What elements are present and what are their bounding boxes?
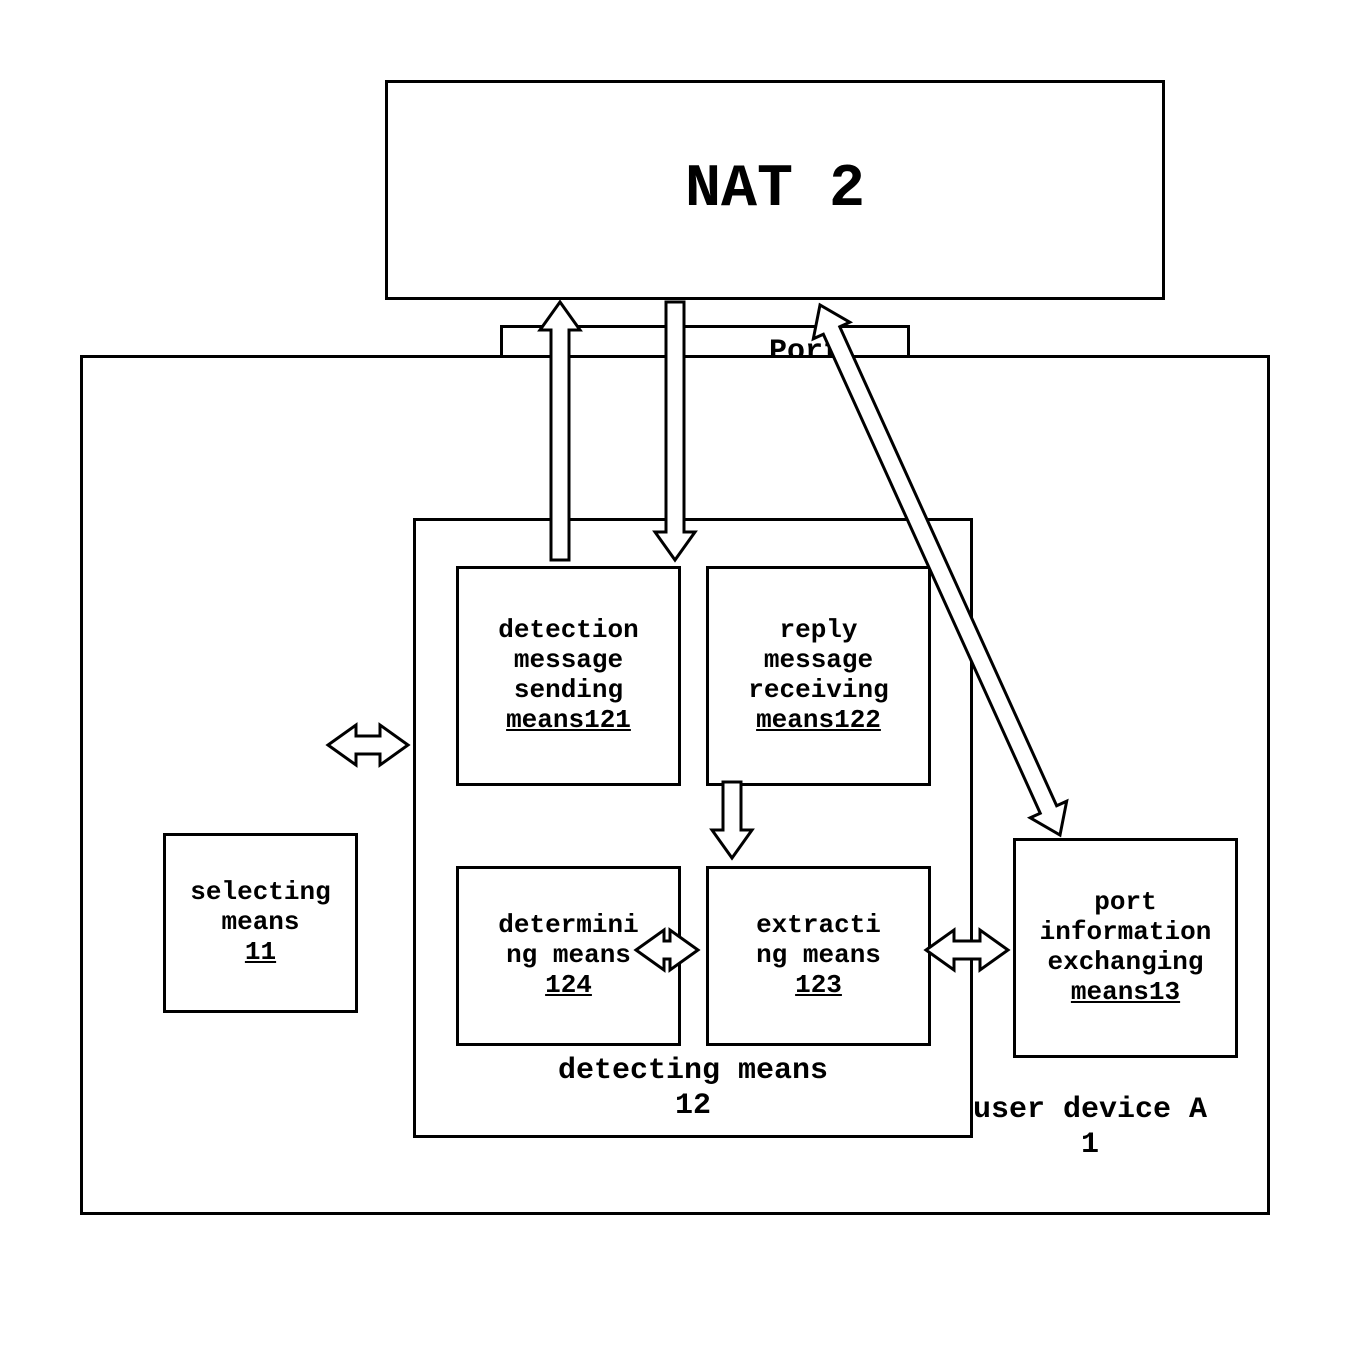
box124-l2: ng means [506,941,631,971]
device-label: user device A 1 [973,1093,1207,1162]
box121-l4: means121 [506,706,631,736]
box13-l3: exchanging [1047,948,1203,978]
box121-l2: message [514,646,623,676]
device-l1: user device A [973,1093,1207,1127]
selecting-line3: 11 [245,938,276,968]
determining-box: determini ng means 124 [456,866,681,1046]
device-l2: 1 [1081,1128,1099,1162]
box122-l3: receiving [748,676,888,706]
reply-receiving-box: reply message receiving means122 [706,566,931,786]
box13-l2: information [1040,918,1212,948]
box122-l4: means122 [756,706,881,736]
box121-l1: detection [498,616,638,646]
selecting-means-box: selecting means 11 [163,833,358,1013]
box124-l1: determini [498,911,638,941]
detecting-means-box: detection message sending means121 reply… [413,518,973,1138]
box121-l3: sending [514,676,623,706]
box122-l2: message [764,646,873,676]
box13-l4: means13 [1071,978,1180,1008]
box123-l2: ng means [756,941,881,971]
selecting-line1: selecting [190,878,330,908]
box122-l1: reply [779,616,857,646]
extracting-box: extracti ng means 123 [706,866,931,1046]
box123-l1: extracti [756,911,881,941]
user-device-box: selecting means 11 detection message sen… [80,355,1270,1215]
diagram-canvas: NAT 2 Port selecting means 11 detection … [0,0,1347,1349]
box13-l1: port [1094,888,1156,918]
port-info-exchanging-box: port information exchanging means13 [1013,838,1238,1058]
selecting-line2: means [221,908,299,938]
detecting-label: detecting means 12 [555,1054,832,1123]
nat-label: NAT 2 [685,156,865,225]
nat-box: NAT 2 [385,80,1165,300]
box123-l3: 123 [795,971,842,1001]
box124-l3: 124 [545,971,592,1001]
detection-sending-box: detection message sending means121 [456,566,681,786]
